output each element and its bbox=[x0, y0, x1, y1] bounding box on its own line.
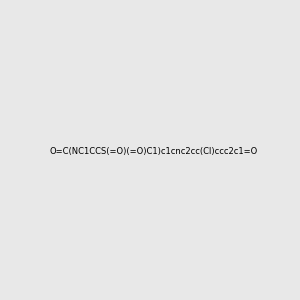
Text: O=C(NC1CCS(=O)(=O)C1)c1cnc2cc(Cl)ccc2c1=O: O=C(NC1CCS(=O)(=O)C1)c1cnc2cc(Cl)ccc2c1=… bbox=[50, 147, 258, 156]
